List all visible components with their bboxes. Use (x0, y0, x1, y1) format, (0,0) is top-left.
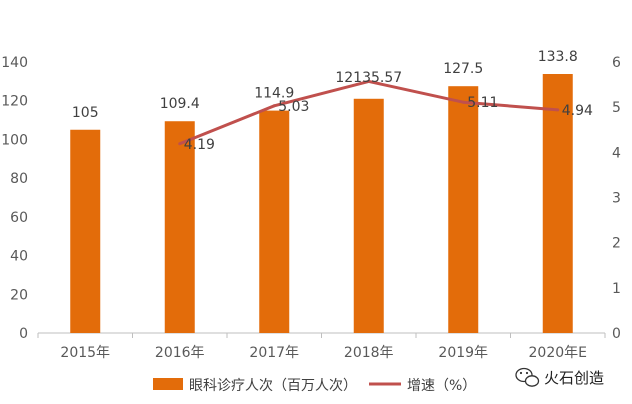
bar (259, 110, 290, 333)
y-left-tick-label: 80 (10, 171, 28, 187)
bar (164, 121, 195, 334)
bar-data-label: 127.5 (443, 61, 483, 77)
bar (542, 74, 573, 333)
line-data-label-value: 35.57 (362, 70, 402, 86)
x-tick-label: 2015年 (60, 345, 110, 361)
x-axis-labels: 2015年 2016年 2017年 2018年 2019年 2020年E (37, 333, 606, 361)
line-data-label: 12135.57 (335, 70, 402, 86)
y-left-tick-label: 100 (1, 132, 28, 148)
line-point (556, 108, 560, 112)
y-left-tick-label: 20 (10, 287, 28, 303)
y-right-tick-label: 4 (612, 145, 621, 161)
y-right-tick-label: 5 (612, 100, 621, 116)
watermark-text: 火石创造 (544, 369, 604, 387)
y-left-tick-label: 60 (10, 210, 28, 226)
watermark: 火石创造 (515, 367, 604, 387)
bar (448, 86, 479, 333)
x-tick-label: 2020年E (529, 345, 587, 361)
wechat-icon (515, 367, 540, 387)
legend-swatch-bar (153, 378, 183, 390)
bar-data-label: 133.8 (538, 49, 578, 65)
legend: 眼科诊疗人次（百万人次） 增速（%） (153, 378, 476, 394)
bar-data-label: 114.9 (254, 86, 294, 102)
line-data-label: 4.94 (562, 103, 593, 119)
bar-data-labels: 105 109.4 114.9 127.5 133.8 (72, 49, 578, 121)
bar-series (70, 74, 573, 334)
line-data-labels: 4.19 5.03 12135.57 5.11 4.94 (184, 70, 593, 153)
bar (70, 129, 101, 333)
x-tick-label: 2019年 (438, 345, 488, 361)
x-tick-label: 2017年 (249, 345, 299, 361)
y-left-tick-label: 140 (1, 55, 28, 71)
y-right-tick-label: 3 (612, 191, 621, 207)
bar-data-label: 109.4 (160, 96, 200, 112)
line-data-label: 5.03 (278, 99, 309, 115)
y-axis-right: 0 1 2 3 4 5 6 (612, 55, 621, 342)
line-point (461, 100, 465, 104)
y-right-tick-label: 1 (612, 281, 621, 297)
y-right-tick-label: 0 (612, 326, 621, 342)
y-left-tick-label: 0 (19, 326, 28, 342)
y-right-tick-label: 2 (612, 236, 621, 252)
line-series (178, 79, 560, 146)
legend-label-bar: 眼科诊疗人次（百万人次） (189, 378, 357, 394)
y-axis-left: 0 20 40 60 80 100 120 140 (1, 55, 28, 342)
x-tick-label: 2016年 (155, 345, 205, 361)
y-left-tick-label: 40 (10, 249, 28, 265)
line-data-label: 5.11 (467, 95, 498, 111)
legend-label-line: 增速（%） (407, 378, 476, 394)
y-left-tick-label: 120 (1, 94, 28, 110)
bar-data-label: 121 (335, 70, 362, 86)
line-point (272, 104, 276, 108)
line-point (178, 142, 182, 146)
x-tick-label: 2018年 (344, 345, 394, 361)
bar (353, 98, 384, 334)
bar-data-label: 105 (72, 105, 99, 121)
line-point (367, 79, 371, 83)
line-data-label: 4.19 (184, 137, 215, 153)
y-right-tick-label: 6 (612, 55, 621, 71)
